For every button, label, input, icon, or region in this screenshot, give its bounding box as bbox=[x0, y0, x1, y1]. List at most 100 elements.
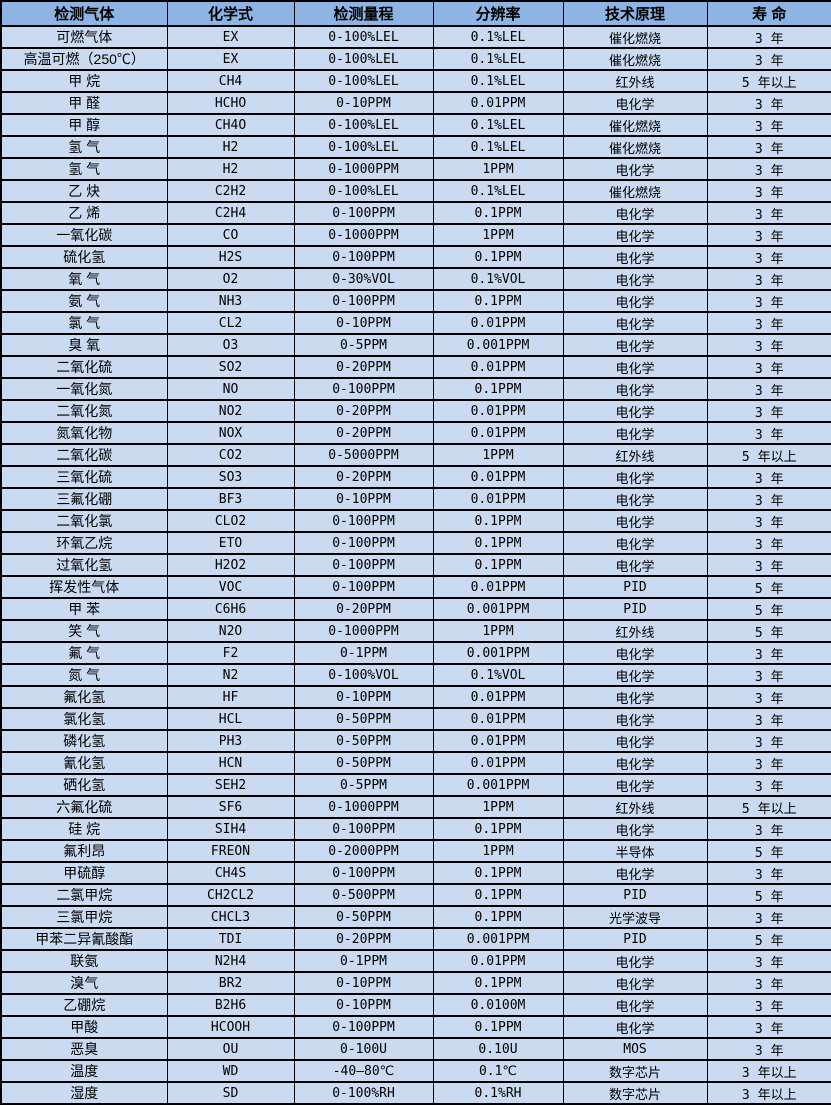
cell-lifespan: 3 年 bbox=[706, 355, 831, 379]
cell-resolution: 0.1PPM bbox=[432, 531, 564, 555]
cell-gas: 三氯甲烷 bbox=[0, 905, 168, 929]
cell-resolution: 0.001PPM bbox=[432, 333, 564, 357]
cell-formula: C6H6 bbox=[166, 597, 295, 621]
table-row: 硅 烷 SIH4 0-100PPM 0.1PPM 电化学 3 年 bbox=[0, 817, 831, 841]
cell-resolution: 0.01PPM bbox=[432, 421, 564, 445]
cell-formula: VOC bbox=[166, 575, 295, 599]
cell-gas: 联氨 bbox=[0, 949, 168, 973]
cell-lifespan: 3 年 bbox=[706, 531, 831, 555]
column-header-range: 检测量程 bbox=[293, 0, 434, 27]
cell-resolution: 0.1PPM bbox=[432, 883, 564, 907]
cell-formula: CLO2 bbox=[166, 509, 295, 533]
cell-formula: H2S bbox=[166, 245, 295, 269]
cell-range: 0-100%LEL bbox=[293, 47, 434, 71]
cell-principle: 电化学 bbox=[562, 267, 708, 291]
cell-range: 0-10PPM bbox=[293, 311, 434, 335]
cell-lifespan: 3 年 bbox=[706, 135, 831, 159]
cell-lifespan: 5 年 bbox=[706, 839, 831, 863]
cell-formula: ETO bbox=[166, 531, 295, 555]
cell-gas: 氟化氢 bbox=[0, 685, 168, 709]
cell-gas: 乙硼烷 bbox=[0, 993, 168, 1017]
cell-principle: 电化学 bbox=[562, 333, 708, 357]
cell-resolution: 0.1%VOL bbox=[432, 267, 564, 291]
cell-resolution: 0.01PPM bbox=[432, 949, 564, 973]
cell-lifespan: 3 年 bbox=[706, 817, 831, 841]
table-row: 甲 烷 CH4 0-100%LEL 0.1%LEL 红外线 5 年以上 bbox=[0, 69, 831, 93]
cell-principle: 电化学 bbox=[562, 399, 708, 423]
table-row: 乙 炔 C2H2 0-100%LEL 0.1%LEL 催化燃烧 3 年 bbox=[0, 179, 831, 203]
cell-range: 0-100%RH bbox=[293, 1081, 434, 1105]
column-header-lifespan: 寿 命 bbox=[706, 0, 831, 27]
cell-resolution: 0.001PPM bbox=[432, 641, 564, 665]
cell-lifespan: 3 年 bbox=[706, 421, 831, 445]
cell-formula: EX bbox=[166, 25, 295, 49]
cell-principle: 电化学 bbox=[562, 817, 708, 841]
cell-resolution: 1PPM bbox=[432, 619, 564, 643]
cell-resolution: 0.01PPM bbox=[432, 707, 564, 731]
cell-lifespan: 3 年 bbox=[706, 157, 831, 181]
column-header-formula: 化学式 bbox=[166, 0, 295, 27]
cell-resolution: 0.01PPM bbox=[432, 355, 564, 379]
cell-principle: 电化学 bbox=[562, 531, 708, 555]
cell-lifespan: 3 年 bbox=[706, 751, 831, 775]
cell-lifespan: 3 年 bbox=[706, 465, 831, 489]
table-row: 六氟化硫 SF6 0-1000PPM 1PPM 红外线 5 年以上 bbox=[0, 795, 831, 819]
cell-formula: SEH2 bbox=[166, 773, 295, 797]
cell-gas: 硅 烷 bbox=[0, 817, 168, 841]
table-row: 甲硫醇 CH4S 0-100PPM 0.1PPM 电化学 3 年 bbox=[0, 861, 831, 885]
cell-principle: MOS bbox=[562, 1037, 708, 1061]
cell-range: 0-20PPM bbox=[293, 465, 434, 489]
cell-lifespan: 3 年 bbox=[706, 487, 831, 511]
cell-formula: PH3 bbox=[166, 729, 295, 753]
cell-range: 0-100%LEL bbox=[293, 25, 434, 49]
cell-resolution: 0.1PPM bbox=[432, 289, 564, 313]
cell-range: 0-20PPM bbox=[293, 399, 434, 423]
cell-resolution: 0.01PPM bbox=[432, 751, 564, 775]
cell-lifespan: 3 年以上 bbox=[706, 1081, 831, 1105]
table-row: 氢 气 H2 0-1000PPM 1PPM 电化学 3 年 bbox=[0, 157, 831, 181]
cell-lifespan: 5 年以上 bbox=[706, 69, 831, 93]
cell-lifespan: 3 年 bbox=[706, 949, 831, 973]
cell-gas: 甲 醇 bbox=[0, 113, 168, 137]
cell-gas: 二氧化碳 bbox=[0, 443, 168, 467]
cell-lifespan: 3 年 bbox=[706, 179, 831, 203]
cell-principle: 电化学 bbox=[562, 509, 708, 533]
cell-gas: 三氧化硫 bbox=[0, 465, 168, 489]
cell-gas: 挥发性气体 bbox=[0, 575, 168, 599]
cell-range: 0-100PPM bbox=[293, 289, 434, 313]
cell-lifespan: 3 年 bbox=[706, 509, 831, 533]
cell-range: 0-1000PPM bbox=[293, 795, 434, 819]
cell-principle: 电化学 bbox=[562, 751, 708, 775]
cell-principle: 电化学 bbox=[562, 245, 708, 269]
cell-range: 0-5000PPM bbox=[293, 443, 434, 467]
cell-gas: 硒化氢 bbox=[0, 773, 168, 797]
cell-principle: 红外线 bbox=[562, 69, 708, 93]
cell-range: 0-50PPM bbox=[293, 707, 434, 731]
cell-formula: WD bbox=[166, 1059, 295, 1083]
cell-gas: 恶臭 bbox=[0, 1037, 168, 1061]
cell-gas: 臭 氧 bbox=[0, 333, 168, 357]
cell-principle: 红外线 bbox=[562, 795, 708, 819]
table-row: 挥发性气体 VOC 0-100PPM 0.01PPM PID 5 年 bbox=[0, 575, 831, 599]
cell-resolution: 1PPM bbox=[432, 795, 564, 819]
cell-gas: 二氧化氯 bbox=[0, 509, 168, 533]
cell-range: 0-100PPM bbox=[293, 817, 434, 841]
table-row: 硒化氢 SEH2 0-5PPM 0.001PPM 电化学 3 年 bbox=[0, 773, 831, 797]
cell-range: 0-100%LEL bbox=[293, 179, 434, 203]
cell-formula: N2H4 bbox=[166, 949, 295, 973]
cell-resolution: 0.1%LEL bbox=[432, 69, 564, 93]
table-row: 氧 气 O2 0-30%VOL 0.1%VOL 电化学 3 年 bbox=[0, 267, 831, 291]
cell-range: 0-100U bbox=[293, 1037, 434, 1061]
table-row: 甲 醛 HCHO 0-10PPM 0.01PPM 电化学 3 年 bbox=[0, 91, 831, 115]
cell-principle: 电化学 bbox=[562, 377, 708, 401]
cell-range: 0-100PPM bbox=[293, 377, 434, 401]
cell-lifespan: 5 年 bbox=[706, 597, 831, 621]
cell-resolution: 0.1PPM bbox=[432, 1015, 564, 1039]
cell-formula: H2 bbox=[166, 157, 295, 181]
cell-resolution: 0.1PPM bbox=[432, 817, 564, 841]
cell-lifespan: 3 年 bbox=[706, 773, 831, 797]
cell-lifespan: 3 年 bbox=[706, 91, 831, 115]
cell-resolution: 0.1℃ bbox=[432, 1059, 564, 1083]
cell-range: 0-10PPM bbox=[293, 91, 434, 115]
cell-resolution: 0.01PPM bbox=[432, 487, 564, 511]
